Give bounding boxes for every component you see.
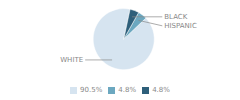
svg-text:BLACK: BLACK (164, 13, 187, 21)
svg-text:WHITE: WHITE (60, 56, 83, 64)
html-text:4.8%: 4.8% (152, 86, 170, 94)
svg-text:HISPANIC: HISPANIC (164, 22, 197, 30)
html-text:4.8%: 4.8% (118, 86, 137, 94)
html-text:90.5%: 90.5% (80, 86, 103, 94)
